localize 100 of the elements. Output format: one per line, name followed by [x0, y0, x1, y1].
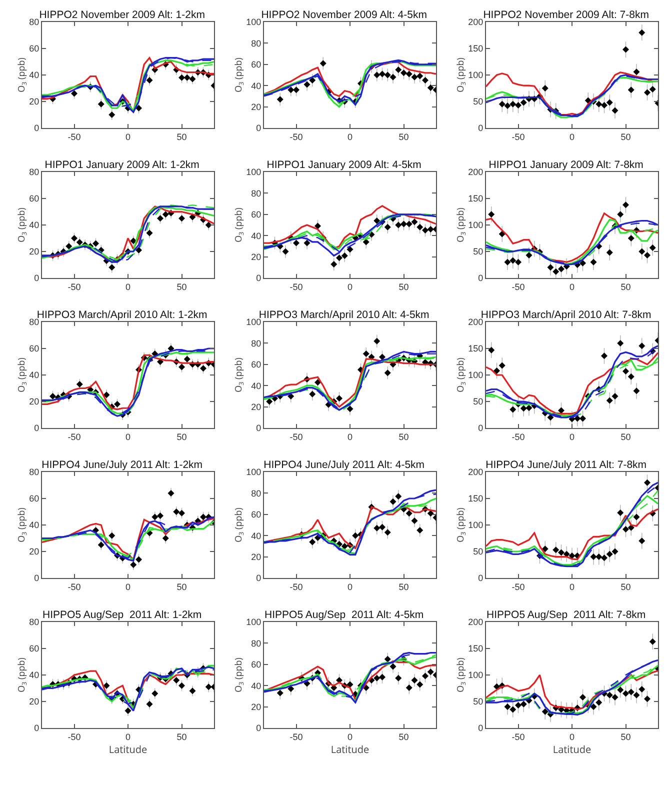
x-tick-label: -50	[512, 282, 525, 292]
y-tick-label: 0	[34, 273, 40, 284]
x-tick-label: 0	[569, 582, 575, 592]
x-tick-label: 0	[569, 132, 575, 142]
x-tick-label: 0	[347, 432, 353, 442]
x-tick-label: 0	[125, 732, 131, 742]
y-tick-label: 20	[251, 102, 262, 112]
y-tick-label: 80	[251, 638, 262, 648]
y-tick-label: 60	[29, 344, 40, 354]
y-tick-label: 100	[246, 617, 262, 628]
chart-title: HIPPO2 November 2009 Alt: 4-5km	[261, 9, 428, 21]
x-tick-label: 50	[398, 282, 409, 292]
y-tick-label: 80	[251, 38, 262, 48]
y-tick-label: 80	[251, 338, 262, 348]
x-tick-label: 50	[398, 432, 409, 442]
y-tick-label: 0	[34, 723, 40, 734]
y-tick-label: 80	[251, 188, 262, 198]
x-tick-label: -50	[290, 282, 303, 292]
chart-title: HIPPO3 March/April 2010 Alt: 4-5km	[258, 309, 430, 321]
x-tick-label: -50	[68, 732, 81, 742]
x-tick-label: 50	[620, 582, 631, 592]
y-tick-label: 0	[256, 423, 262, 434]
y-tick-label: 100	[246, 467, 262, 478]
y-tick-label: 0	[478, 273, 484, 284]
x-axis-title: Latitude	[108, 742, 148, 756]
y-tick-label: 200	[468, 617, 484, 628]
y-tick-label: 20	[29, 246, 40, 257]
y-tick-label: 20	[251, 702, 262, 712]
x-tick-label: 0	[569, 282, 575, 292]
y-tick-label: 200	[468, 167, 484, 178]
y-tick-label: 200	[468, 17, 484, 28]
chart-title: HIPPO2 November 2009 Alt: 7-8km	[483, 9, 650, 21]
x-tick-label: 0	[347, 282, 353, 292]
y-tick-label: 60	[29, 644, 40, 654]
y-tick-label: 60	[251, 510, 262, 520]
x-tick-label: 50	[176, 132, 187, 142]
y-tick-label: 0	[478, 723, 484, 734]
y-tick-label: 100	[468, 220, 484, 230]
x-tick-label: 0	[125, 432, 131, 442]
y-tick-label: 20	[29, 96, 40, 107]
y-tick-label: 50	[473, 396, 484, 407]
chart-title: HIPPO4 June/July 2011 Alt: 4-5km	[264, 459, 425, 471]
x-tick-label: 50	[620, 732, 631, 742]
y-tick-label: 40	[29, 220, 40, 230]
y-tick-label: 0	[34, 573, 40, 584]
y-tick-label: 60	[29, 194, 40, 204]
y-tick-label: 150	[468, 44, 484, 54]
chart-title: HIPPO1 January 2009 Alt: 7-8km	[488, 159, 644, 171]
chart-title: HIPPO1 January 2009 Alt: 4-5km	[266, 159, 422, 171]
y-tick-label: 80	[29, 167, 40, 178]
y-tick-label: 40	[251, 680, 262, 691]
chart-title: HIPPO5 Aug/Sep 2011 Alt: 7-8km	[486, 609, 646, 621]
y-tick-label: 100	[246, 167, 262, 178]
y-tick-label: 80	[29, 317, 40, 328]
chart-title: HIPPO4 June/July 2011 Alt: 7-8km	[486, 459, 647, 471]
y-tick-label: 50	[473, 696, 484, 707]
y-tick-label: 0	[256, 123, 262, 134]
y-tick-label: 50	[473, 246, 484, 257]
x-tick-label: -50	[512, 132, 525, 142]
y-tick-label: 50	[473, 546, 484, 557]
y-tick-label: 40	[251, 80, 262, 91]
y-tick-label: 40	[251, 380, 262, 391]
y-tick-label: 80	[29, 617, 40, 628]
x-tick-label: 0	[569, 732, 575, 742]
y-tick-label: 40	[29, 70, 40, 80]
x-tick-label: 50	[620, 132, 631, 142]
y-tick-label: 150	[468, 194, 484, 204]
y-tick-label: 80	[29, 467, 40, 478]
y-tick-label: 200	[468, 467, 484, 478]
y-tick-label: 20	[29, 546, 40, 557]
y-tick-label: 40	[251, 230, 262, 241]
y-tick-label: 40	[251, 530, 262, 541]
x-tick-label: 50	[176, 582, 187, 592]
x-tick-label: 0	[125, 132, 131, 142]
y-tick-label: 60	[251, 360, 262, 370]
y-tick-label: 0	[478, 423, 484, 434]
chart-title: HIPPO4 June/July 2011 Alt: 1-2km	[42, 459, 203, 471]
x-tick-label: -50	[512, 582, 525, 592]
y-tick-label: 20	[29, 696, 40, 707]
x-tick-label: -50	[512, 432, 525, 442]
chart-title: HIPPO3 March/April 2010 Alt: 7-8km	[480, 309, 652, 321]
y-tick-label: 80	[251, 488, 262, 498]
x-axis-title: Latitude	[330, 742, 370, 756]
x-tick-label: -50	[68, 582, 81, 592]
y-tick-label: 20	[251, 552, 262, 562]
y-tick-label: 0	[478, 573, 484, 584]
y-tick-label: 100	[468, 70, 484, 80]
x-tick-label: 0	[569, 432, 575, 442]
x-axis-title: Latitude	[552, 742, 592, 756]
x-tick-label: 50	[398, 132, 409, 142]
x-tick-label: 0	[347, 132, 353, 142]
x-tick-label: 50	[620, 432, 631, 442]
y-tick-label: 20	[251, 252, 262, 262]
x-tick-label: 0	[347, 582, 353, 592]
y-tick-label: 100	[468, 370, 484, 380]
y-tick-label: 100	[468, 670, 484, 680]
y-tick-label: 80	[29, 17, 40, 28]
x-tick-label: -50	[68, 432, 81, 442]
x-tick-label: 0	[347, 732, 353, 742]
x-tick-label: -50	[512, 732, 525, 742]
